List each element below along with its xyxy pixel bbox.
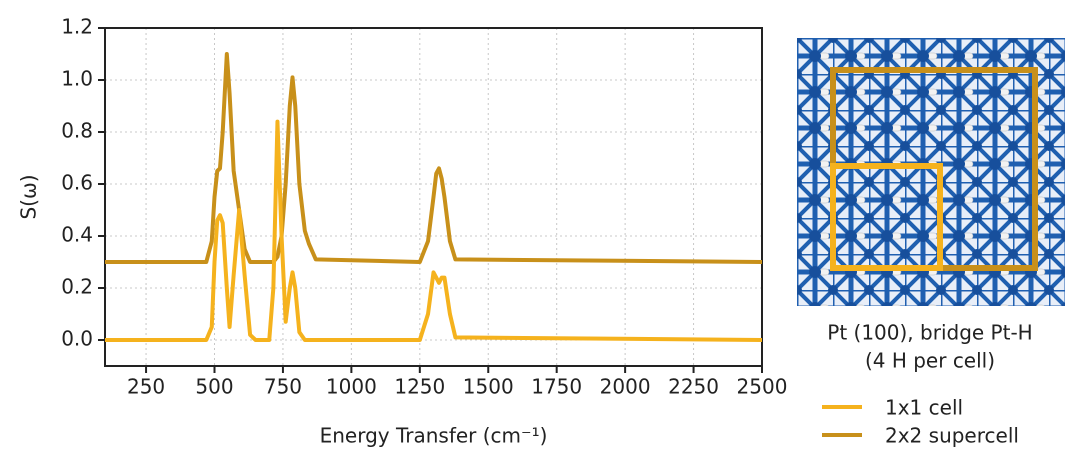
y-tick-label: 1.2: [61, 15, 93, 39]
lattice: [797, 38, 1065, 306]
plot-frame: [104, 27, 763, 367]
y-tick-label: 0.2: [61, 275, 93, 299]
legend-label: 2x2 supercell: [885, 424, 1019, 448]
y-tick-label: 0.0: [61, 327, 93, 351]
x-tick-label: 1250: [394, 375, 445, 399]
x-tick-label: 1000: [326, 375, 377, 399]
series-line: [105, 52, 763, 264]
x-tick-label: 1500: [463, 375, 514, 399]
y-tick-label: 1.0: [61, 67, 93, 91]
y-tick-label: 0.6: [61, 171, 93, 195]
x-tick-label: 2000: [600, 375, 651, 399]
series-line: [105, 119, 763, 342]
x-tick-label: 750: [264, 375, 302, 399]
x-tick-label: 500: [195, 375, 233, 399]
y-axis-label: S(ω): [17, 174, 41, 219]
x-tick-label: 1750: [531, 375, 582, 399]
y-tick-label: 0.8: [61, 119, 93, 143]
caption: (4 H per cell): [865, 349, 995, 373]
cell-outline: [830, 163, 943, 271]
y-tick-label: 0.4: [61, 223, 93, 247]
x-tick-label: 250: [127, 375, 165, 399]
x-tick-label: 2250: [668, 375, 719, 399]
x-tick-label: 2500: [737, 375, 788, 399]
caption: Pt (100), bridge Pt-H: [827, 321, 1032, 345]
x-axis-label: Energy Transfer (cm⁻¹): [320, 424, 548, 448]
lattice-image: [797, 38, 1065, 306]
legend-label: 1x1 cell: [885, 396, 963, 420]
